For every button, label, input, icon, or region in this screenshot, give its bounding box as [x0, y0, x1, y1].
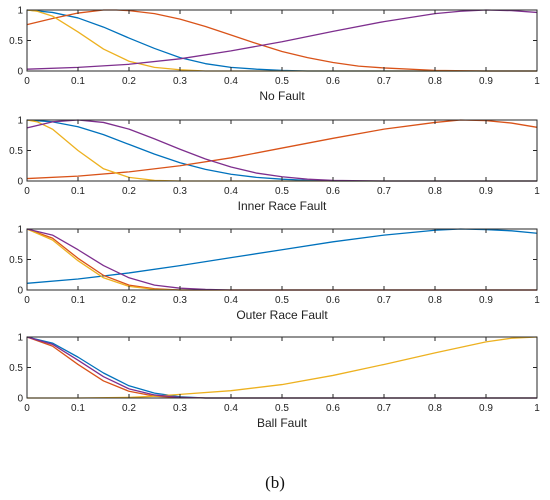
x-tick-label: 0.5: [275, 186, 289, 197]
x-tick-label: 0.6: [326, 403, 340, 414]
series-line-3: [26, 119, 537, 182]
panel-title: Ball Fault: [257, 416, 308, 430]
x-tick-label: 0.3: [173, 403, 187, 414]
x-tick-label: 1: [534, 186, 540, 197]
x-tick-label: 0.1: [71, 186, 85, 197]
x-tick-label: 0: [24, 403, 30, 414]
y-tick-label: 0: [17, 286, 23, 297]
y-tick-label: 1: [17, 225, 23, 236]
series-line-1: [26, 9, 537, 72]
x-tick-label: 0.7: [377, 76, 391, 87]
x-tick-label: 0: [24, 186, 30, 197]
x-tick-label: 0.4: [224, 403, 238, 414]
x-tick-label: 0.1: [71, 76, 85, 87]
series-line-4: [26, 228, 537, 291]
x-tick-label: 0.7: [377, 186, 391, 197]
series-line-2: [26, 228, 537, 291]
series-line-4: [26, 9, 538, 70]
x-tick-label: 0: [24, 76, 30, 87]
panel-title: Outer Race Fault: [236, 308, 328, 322]
x-tick-label: 0.9: [479, 186, 493, 197]
x-tick-label: 0.7: [377, 295, 391, 306]
x-tick-label: 0.9: [479, 295, 493, 306]
panel-title: Inner Race Fault: [238, 199, 327, 213]
chart-panels: 0 0.1 0.2 0.3 0.4 0.5 0.6 0.7 0.8 0.9 1 0 0.5 1 No Fau…: [9, 6, 540, 431]
x-tick-label: 0.5: [275, 295, 289, 306]
panel-title: No Fault: [259, 89, 305, 103]
x-tick-label: 0.8: [428, 295, 442, 306]
axes-box: [26, 9, 538, 72]
series-line-4: [26, 119, 537, 182]
series-line-3: [26, 9, 537, 72]
x-tick-label: 0.4: [224, 186, 238, 197]
x-tick-label: 0.8: [428, 186, 442, 197]
y-tick-label: 0.5: [9, 36, 23, 47]
x-tick-label: 0.3: [173, 295, 187, 306]
x-tick-label: 0.3: [173, 76, 187, 87]
chart-panel-4: 0 0.1 0.2 0.3 0.4 0.5 0.6 0.7 0.8 0.9 1 0 0.5 1 Ball F…: [9, 333, 540, 431]
series-line-3: [26, 228, 537, 291]
y-tick-label: 0.5: [9, 255, 23, 266]
series-line-4: [26, 336, 537, 399]
y-tick-label: 0: [17, 177, 23, 188]
y-tick-label: 0: [17, 67, 23, 78]
series-line-3: [27, 336, 538, 399]
x-tick-label: 0.2: [122, 295, 136, 306]
x-tick-label: 0: [24, 295, 30, 306]
x-tick-label: 1: [534, 76, 540, 87]
x-tick-label: 0.2: [122, 403, 136, 414]
series-line-1: [26, 119, 537, 182]
x-tick-label: 0.9: [479, 403, 493, 414]
x-tick-label: 0.8: [428, 403, 442, 414]
x-tick-label: 0.5: [275, 76, 289, 87]
x-tick-label: 0.6: [326, 295, 340, 306]
x-tick-label: 0.9: [479, 76, 493, 87]
x-tick-label: 0.7: [377, 403, 391, 414]
y-tick-label: 1: [17, 333, 23, 344]
y-tick-label: 1: [17, 116, 23, 127]
x-tick-label: 0.6: [326, 76, 340, 87]
figure-caption: (b): [265, 473, 285, 492]
y-tick-label: 0: [17, 394, 23, 405]
series-line-2: [26, 9, 537, 72]
axes-box: [26, 336, 538, 399]
x-tick-label: 1: [534, 403, 540, 414]
x-tick-label: 0.2: [122, 186, 136, 197]
axes-box: [26, 119, 538, 182]
x-tick-label: 0.4: [224, 76, 238, 87]
x-tick-label: 1: [534, 295, 540, 306]
series-line-2: [26, 336, 537, 399]
axes-box: [26, 228, 538, 291]
y-tick-label: 1: [17, 6, 23, 17]
series-line-1: [26, 336, 537, 399]
x-tick-label: 0.1: [71, 295, 85, 306]
x-tick-label: 0.1: [71, 403, 85, 414]
y-tick-label: 0.5: [9, 146, 23, 157]
chart-panel-3: 0 0.1 0.2 0.3 0.4 0.5 0.6 0.7 0.8 0.9 1 0 0.5 1 Outer …: [9, 225, 540, 323]
chart-panel-2: 0 0.1 0.2 0.3 0.4 0.5 0.6 0.7 0.8 0.9 1 0 0.5 1 Inner …: [9, 116, 540, 214]
x-tick-label: 0.2: [122, 76, 136, 87]
x-tick-label: 0.6: [326, 186, 340, 197]
x-tick-label: 0.5: [275, 403, 289, 414]
y-tick-label: 0.5: [9, 363, 23, 374]
chart-panel-1: 0 0.1 0.2 0.3 0.4 0.5 0.6 0.7 0.8 0.9 1 0 0.5 1 No Fau…: [9, 6, 540, 104]
x-tick-label: 0.8: [428, 76, 442, 87]
x-tick-label: 0.3: [173, 186, 187, 197]
series-line-2: [26, 119, 538, 180]
x-tick-label: 0.4: [224, 295, 238, 306]
